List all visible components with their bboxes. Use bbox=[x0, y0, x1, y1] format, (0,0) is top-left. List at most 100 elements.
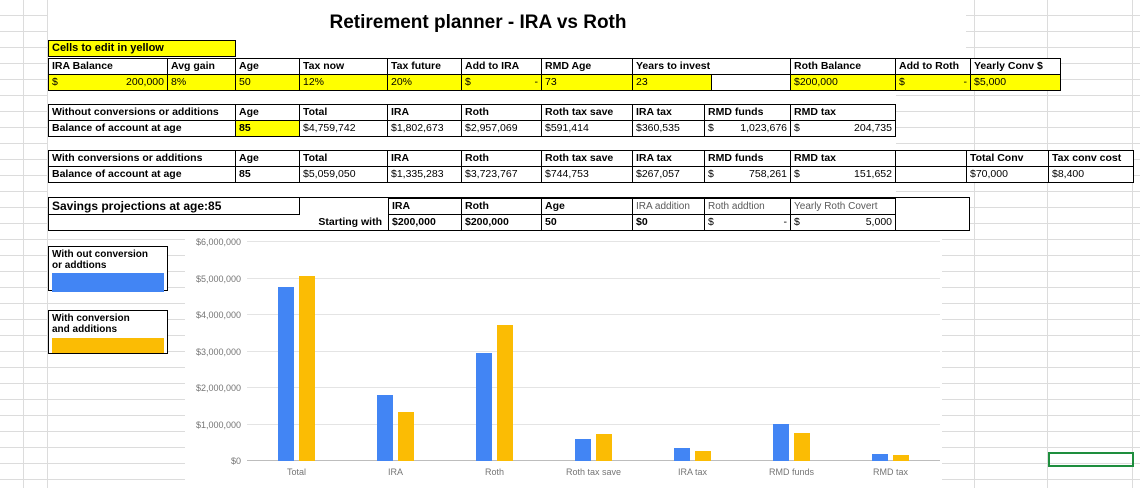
cell[interactable]: $4,759,742 bbox=[300, 121, 388, 137]
cell[interactable]: IRA bbox=[388, 105, 462, 121]
cell[interactable]: Age bbox=[236, 151, 300, 167]
cell[interactable]: $151,652 bbox=[791, 167, 896, 183]
cell[interactable]: $204,735 bbox=[791, 121, 896, 137]
cell[interactable]: Roth tax save bbox=[542, 151, 633, 167]
legend-item-with-conversion[interactable]: With conversion and additions bbox=[48, 310, 168, 354]
cell[interactable]: Add to Roth bbox=[896, 59, 971, 75]
cell[interactable]: Tax conv cost bbox=[1049, 151, 1134, 167]
cell[interactable]: Age bbox=[236, 59, 300, 75]
cell[interactable]: Years to invest bbox=[633, 59, 791, 75]
savings-header-age[interactable]: Age bbox=[541, 198, 633, 215]
legend-swatch-orange bbox=[52, 338, 164, 353]
cell[interactable]: 8% bbox=[168, 75, 236, 91]
savings-value-ira-addition[interactable]: $0 bbox=[632, 215, 705, 231]
cell[interactable]: RMD funds bbox=[705, 151, 791, 167]
cell[interactable]: IRA tax bbox=[633, 151, 705, 167]
cell[interactable]: 12% bbox=[300, 75, 388, 91]
cell[interactable] bbox=[896, 151, 967, 167]
y-axis-label: $0 bbox=[230, 456, 241, 466]
cell[interactable]: 50 bbox=[236, 75, 300, 91]
bar-group bbox=[643, 242, 742, 461]
cell[interactable]: $70,000 bbox=[967, 167, 1049, 183]
cell[interactable]: IRA bbox=[388, 151, 462, 167]
cell[interactable]: Roth bbox=[462, 151, 542, 167]
cell[interactable]: Yearly Conv $ bbox=[971, 59, 1061, 75]
cell[interactable]: RMD funds bbox=[705, 105, 791, 121]
cell[interactable]: 20% bbox=[388, 75, 462, 91]
cell[interactable]: RMD tax bbox=[791, 105, 896, 121]
cell[interactable]: $758,261 bbox=[705, 167, 791, 183]
savings-header-yearly-roth-convert[interactable]: Yearly Roth Covert bbox=[790, 198, 896, 215]
cell[interactable]: Total bbox=[300, 105, 388, 121]
edit-note-cell[interactable]: Cells to edit in yellow bbox=[48, 40, 236, 57]
savings-header-ira-addition[interactable]: IRA addition bbox=[632, 198, 705, 215]
amount: 5,000 bbox=[865, 216, 892, 228]
cell[interactable]: $744,753 bbox=[542, 167, 633, 183]
y-axis-label: $1,000,000 bbox=[195, 419, 241, 430]
active-cell[interactable] bbox=[1048, 452, 1134, 467]
bar bbox=[893, 455, 909, 461]
cell[interactable]: RMD Age bbox=[542, 59, 633, 75]
cell[interactable]: Balance of account at age bbox=[49, 121, 236, 137]
cell[interactable]: 85 bbox=[236, 121, 300, 137]
chart-bars bbox=[247, 242, 940, 461]
cell[interactable]: $1,335,283 bbox=[388, 167, 462, 183]
cell[interactable]: $591,414 bbox=[542, 121, 633, 137]
cell[interactable]: Roth Balance bbox=[791, 59, 896, 75]
cell[interactable]: $2,957,069 bbox=[462, 121, 542, 137]
cell[interactable]: $5,000 bbox=[971, 75, 1061, 91]
cell[interactable]: Roth bbox=[462, 105, 542, 121]
cell[interactable]: Total Conv bbox=[967, 151, 1049, 167]
cell[interactable]: Tax now bbox=[300, 59, 388, 75]
savings-value-age[interactable]: 50 bbox=[541, 215, 633, 231]
cell[interactable]: $8,400 bbox=[1049, 167, 1134, 183]
cell[interactable] bbox=[896, 167, 967, 183]
cell[interactable]: $ - bbox=[462, 75, 542, 91]
savings-value-roth[interactable]: $200,000 bbox=[461, 215, 542, 231]
cell[interactable]: IRA Balance bbox=[49, 59, 168, 75]
cell[interactable]: IRA tax bbox=[633, 105, 705, 121]
cell[interactable]: $5,059,050 bbox=[300, 167, 388, 183]
cell[interactable]: $200,000 bbox=[49, 75, 168, 91]
cell[interactable]: Tax future bbox=[388, 59, 462, 75]
table-no-conversion: Without conversions or additions Age Total… bbox=[48, 104, 896, 137]
cell[interactable]: $ - bbox=[896, 75, 971, 91]
cell[interactable]: $1,023,676 bbox=[705, 121, 791, 137]
cell[interactable]: Without conversions or additions bbox=[49, 105, 236, 121]
gridline bbox=[247, 277, 940, 279]
cell[interactable]: Add to IRA bbox=[462, 59, 542, 75]
chart-area[interactable]: Total IRA Roth Roth tax save IRA tax RMD fund… bbox=[185, 234, 942, 481]
legend-item-without-conversion[interactable]: With out conversion or addtions bbox=[48, 246, 168, 292]
cell[interactable]: Avg gain bbox=[168, 59, 236, 75]
cell[interactable]: 85 bbox=[236, 167, 300, 183]
gridline-vertical bbox=[47, 0, 48, 488]
cell[interactable]: Roth tax save bbox=[542, 105, 633, 121]
savings-value-yearly-roth-convert[interactable]: $ 5,000 bbox=[790, 215, 896, 231]
table-row: $200,000 8% 50 12% 20% $ -73 23 $200,000 $ - $5,000 bbox=[49, 75, 1061, 91]
starting-with-cell[interactable]: Starting with bbox=[318, 216, 382, 228]
bar-group bbox=[445, 242, 544, 461]
cell[interactable]: $1,802,673 bbox=[388, 121, 462, 137]
cell[interactable] bbox=[712, 75, 791, 91]
savings-header-roth-addition[interactable]: Roth addtion bbox=[704, 198, 791, 215]
savings-header-ira[interactable]: IRA bbox=[388, 198, 462, 215]
cell[interactable]: With conversions or additions bbox=[49, 151, 236, 167]
savings-value-ira[interactable]: $200,000 bbox=[388, 215, 462, 231]
cell[interactable]: RMD tax bbox=[791, 151, 896, 167]
cell[interactable]: Balance of account at age bbox=[49, 167, 236, 183]
savings-title-cell[interactable]: Savings projections at age:85 bbox=[49, 198, 300, 215]
cell[interactable]: Total bbox=[300, 151, 388, 167]
cell[interactable]: $267,057 bbox=[633, 167, 705, 183]
bar-group bbox=[544, 242, 643, 461]
cell[interactable]: Age bbox=[236, 105, 300, 121]
savings-value-roth-addition[interactable]: $ - bbox=[704, 215, 791, 231]
cell[interactable]: $3,723,767 bbox=[462, 167, 542, 183]
cell[interactable]: 73 bbox=[542, 75, 633, 91]
savings-header-roth[interactable]: Roth bbox=[461, 198, 542, 215]
cell[interactable]: 23 bbox=[633, 75, 712, 91]
table-row: With conversions or additions Age Total IRA… bbox=[49, 151, 1134, 167]
gridline bbox=[247, 423, 940, 425]
cell[interactable]: $360,535 bbox=[633, 121, 705, 137]
cell[interactable]: $200,000 bbox=[791, 75, 896, 91]
